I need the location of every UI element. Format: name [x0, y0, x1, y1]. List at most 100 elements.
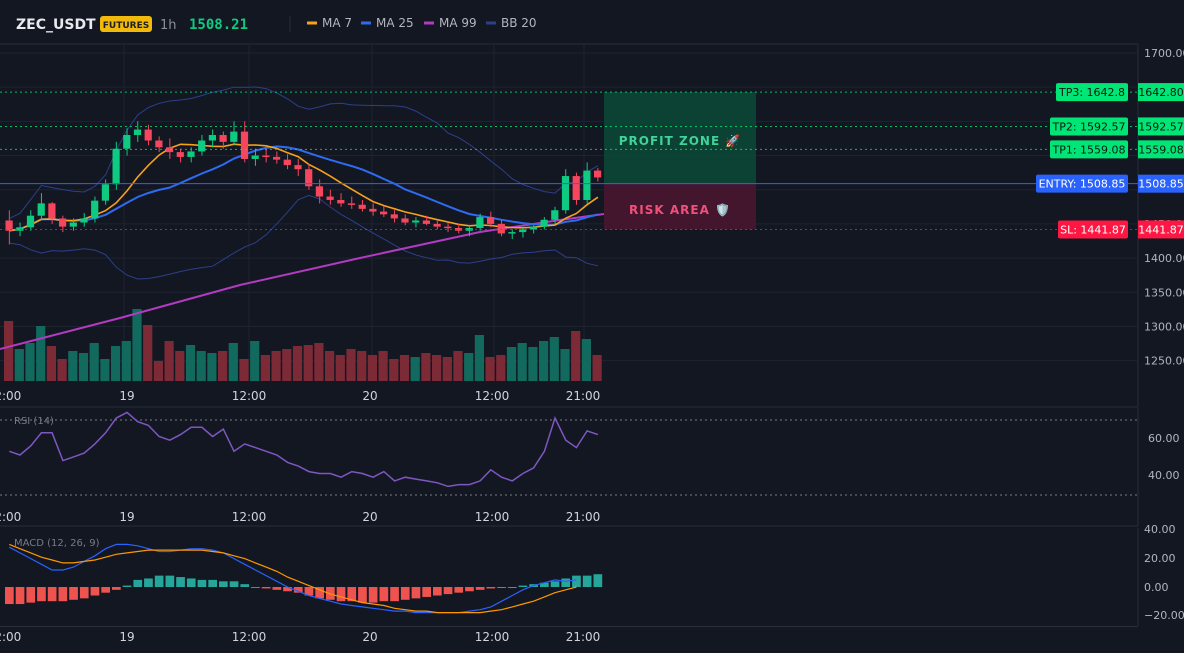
volume-bar: [78, 353, 89, 381]
macd-histogram-bar: [144, 578, 153, 587]
macd-histogram-bar: [293, 587, 303, 593]
macd-histogram-bar: [154, 575, 164, 587]
price-tick: 1400.00: [1144, 252, 1184, 265]
volume-bar: [325, 351, 335, 381]
entry-axis-bg: [1138, 174, 1184, 193]
tp2-axis-value: 1592.57: [1138, 120, 1184, 133]
legend-label: MA 7: [322, 16, 352, 30]
volume-bar: [143, 325, 153, 381]
sl-tag-bg: [1058, 220, 1128, 239]
volume-bar: [357, 351, 367, 381]
volume-bar: [207, 353, 217, 381]
tp1-axis-value: 1559.08: [1138, 143, 1184, 156]
candle-body: [283, 159, 291, 166]
macd-histogram-bar: [400, 587, 410, 600]
tp3-axis-value: 1642.80: [1138, 86, 1184, 99]
macd-histogram-bar: [561, 578, 571, 587]
volume-bar: [282, 349, 292, 381]
macd-panel: MACD (12, 26, 9) 40.00 20.00 0.00 −20.00: [5, 523, 1184, 622]
volume-bar: [464, 353, 474, 381]
ma99-line: [0, 213, 605, 350]
macd-histogram-bar: [58, 587, 68, 602]
timeframe-label[interactable]: 1h: [160, 18, 177, 33]
macd-histogram-bar: [336, 587, 346, 602]
volume-bar: [228, 343, 238, 381]
macd-histogram-bar: [229, 581, 239, 587]
macd-tick: 40.00: [1144, 523, 1176, 536]
volume-bar: [250, 341, 260, 381]
macd-tick: −20.00: [1144, 609, 1184, 622]
candle-body: [26, 215, 35, 228]
entry-tag-label: ENTRY: 1508.85: [1039, 178, 1126, 191]
candle-body: [262, 155, 270, 158]
macd-histogram-bar: [186, 578, 196, 587]
candle-body: [240, 131, 249, 159]
candle-body: [508, 232, 516, 234]
price-tick: 1250.00: [1144, 355, 1184, 368]
time-label-rsi: 20: [362, 510, 377, 524]
macd-histogram-bar: [582, 575, 592, 587]
time-label-main: 12:00: [0, 389, 21, 403]
volume-bar: [506, 347, 517, 381]
legend-label: MA 99: [439, 16, 477, 30]
ma25-line: [9, 145, 599, 232]
header: ZEC_USDT FUTURES 1h 1508.21 MA 7 MA 25 MA …: [16, 16, 537, 33]
candle-body: [16, 227, 24, 231]
panel-frames: [0, 43, 1139, 627]
candle-body: [390, 214, 398, 219]
candle-body: [583, 170, 591, 200]
bollinger-bands: [9, 86, 599, 280]
level-tags: TP3: 1642.8 1642.80 TP2: 1592.57 1592.57 TP1…: [1036, 83, 1184, 239]
tp1-tag-bg: [1050, 140, 1128, 159]
risk-zone: [604, 183, 756, 230]
volume-bar: [378, 351, 388, 381]
volume-bar: [346, 349, 356, 381]
candle-body: [347, 203, 356, 205]
macd-histogram-bar: [5, 587, 14, 605]
candle-body: [91, 200, 99, 219]
candle-body: [251, 155, 259, 159]
macd-histogram-bar: [251, 587, 260, 588]
volume-bar: [36, 326, 46, 381]
tp1-tag-label: TP1: 1559.08: [1051, 143, 1125, 156]
volume-bar: [4, 321, 14, 381]
volume-bar: [539, 341, 549, 381]
volume-bar: [571, 331, 581, 381]
macd-histogram-bar: [283, 587, 292, 592]
macd-histogram-bar: [368, 587, 378, 603]
candle-body: [572, 176, 580, 200]
candle-body: [198, 140, 206, 152]
volume-bar: [442, 357, 452, 381]
macd-histogram-bar: [443, 587, 453, 595]
volume-bar: [292, 346, 303, 381]
macd-histogram-bar: [390, 587, 399, 602]
volume-bar: [432, 355, 442, 381]
candle-body: [133, 129, 142, 136]
time-label-main: 12:00: [232, 389, 267, 403]
macd-histogram-bar: [122, 585, 132, 587]
time-label-rsi: 12:00: [475, 510, 510, 524]
signal-line: [9, 543, 577, 614]
time-label-main: 21:00: [566, 389, 601, 403]
candle-body: [219, 135, 227, 142]
macd-histogram-bar: [358, 587, 367, 603]
candle-body: [37, 203, 45, 216]
time-label-macd: 12:00: [475, 630, 510, 644]
volume-bar: [218, 351, 228, 381]
profit-zone: [604, 92, 756, 184]
macd-histogram-bar: [26, 587, 36, 603]
candle-body: [305, 169, 313, 187]
volume-bar: [164, 341, 174, 381]
volume-bar: [303, 345, 313, 381]
volume-bar: [100, 359, 110, 381]
time-label-main: 12:00: [475, 389, 510, 403]
volume-bar: [560, 349, 570, 381]
tp1-axis-bg: [1138, 140, 1184, 159]
rsi-tick: 60.00: [1148, 432, 1180, 445]
time-label-macd: 12:00: [0, 630, 21, 644]
macd-histogram-bar: [518, 585, 528, 587]
macd-histogram-bar: [165, 575, 175, 587]
volume-bars: [4, 309, 602, 381]
